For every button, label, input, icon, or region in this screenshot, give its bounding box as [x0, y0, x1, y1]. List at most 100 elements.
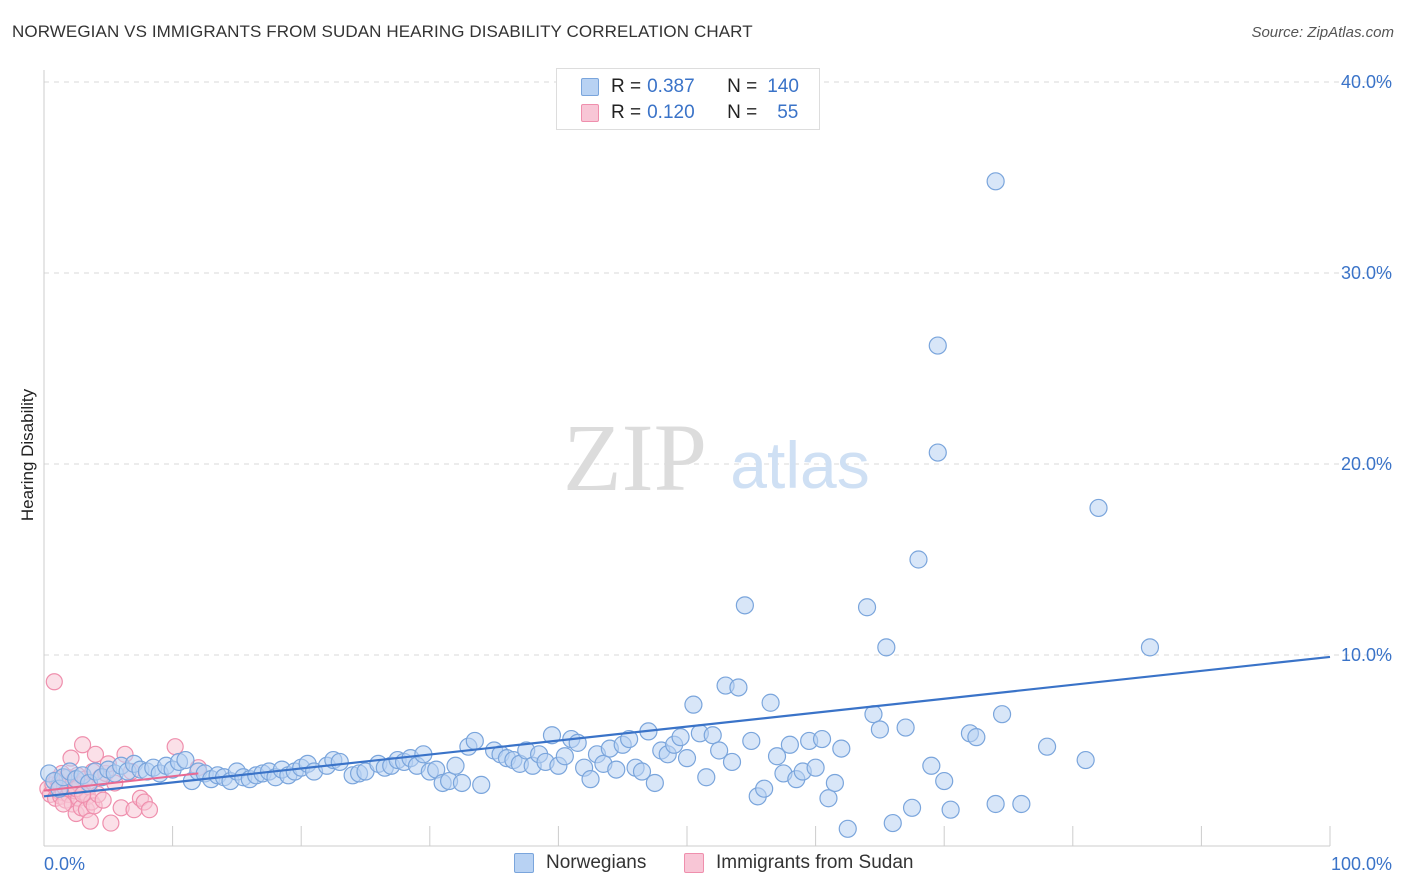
legend-swatch-pink	[581, 104, 599, 122]
point-sudan	[140, 801, 159, 819]
point-norwegian	[581, 770, 600, 789]
point-norwegian	[870, 720, 890, 739]
legend-swatch-blue	[581, 78, 599, 96]
point-norwegian	[710, 741, 729, 760]
x-tick-label: 0.0%	[44, 854, 85, 874]
series-legend: Norwegians Immigrants from Sudan	[0, 850, 1406, 878]
point-norwegian	[902, 798, 922, 817]
point-norwegian	[941, 800, 960, 819]
point-norwegian	[697, 768, 716, 787]
point-norwegian	[645, 773, 664, 793]
trend-lines	[43, 655, 1331, 798]
legend-r-label: R =	[611, 102, 642, 123]
point-sudan	[81, 812, 99, 830]
trend-line-norwegians	[43, 655, 1331, 798]
point-norwegian	[1089, 498, 1108, 518]
point-norwegian	[857, 598, 877, 617]
point-norwegian	[755, 779, 774, 798]
y-tick-label: 40.0%	[1341, 72, 1392, 92]
point-sudan	[102, 814, 120, 832]
legend-n-label: N =	[727, 102, 758, 123]
point-norwegian	[330, 752, 349, 772]
point-norwegian	[819, 789, 838, 808]
y-axis-label: Hearing Disability	[18, 388, 37, 521]
point-norwegian	[825, 773, 844, 793]
point-norwegian	[909, 550, 928, 569]
point-norwegian	[735, 596, 754, 615]
point-norwegian	[780, 735, 799, 754]
legend-n-value: 55	[777, 102, 799, 123]
point-norwegian	[703, 726, 722, 745]
point-norwegian	[176, 750, 195, 770]
point-norwegian	[928, 336, 947, 355]
legend-n-value: 140	[767, 76, 799, 97]
point-norwegian	[767, 747, 787, 766]
chart-title: NORWEGIAN VS IMMIGRANTS FROM SUDAN HEARI…	[12, 22, 753, 41]
legend-swatch-norwegians	[514, 853, 534, 873]
point-norwegian	[864, 705, 883, 724]
correlation-legend: R = 0.387 N = 140 R = 0.120 N = 55	[556, 68, 820, 130]
legend-r-value: 0.120	[647, 102, 695, 123]
point-sudan	[86, 745, 105, 763]
point-norwegian	[742, 731, 761, 751]
point-norwegian	[812, 729, 832, 749]
point-norwegian	[877, 638, 896, 657]
point-norwegian	[729, 678, 748, 697]
tick-labels: 10.0% 20.0% 30.0% 40.0% 0.0% 100.0%	[44, 72, 1392, 874]
point-norwegian	[806, 758, 825, 777]
point-norwegian	[1140, 638, 1160, 657]
point-norwegian	[620, 729, 639, 749]
point-sudan	[45, 673, 63, 691]
point-norwegian	[465, 731, 484, 751]
point-norwegian	[922, 756, 941, 775]
trend-line-sudan	[43, 772, 199, 792]
point-norwegian	[838, 819, 857, 838]
point-norwegian	[928, 443, 947, 462]
point-norwegian	[986, 794, 1005, 814]
point-norwegian	[542, 726, 562, 745]
legend-label-norwegians: Norwegians	[546, 852, 647, 873]
y-tick-label: 10.0%	[1341, 645, 1392, 665]
legend-r-value: 0.387	[647, 76, 695, 97]
legend-r-label: R =	[611, 76, 642, 97]
legend-n-label: N =	[727, 76, 758, 97]
point-norwegian	[883, 813, 902, 833]
legend-label-sudan: Immigrants from Sudan	[716, 852, 914, 873]
source-label: Source: ZipAtlas.com	[1251, 24, 1394, 41]
point-norwegian	[722, 752, 742, 772]
point-norwegian	[472, 775, 491, 794]
point-norwegian	[1076, 750, 1095, 770]
legend-row-norwegians: R = 0.387 N = 140	[581, 74, 799, 100]
point-norwegian	[935, 771, 954, 791]
y-tick-label: 20.0%	[1341, 454, 1392, 474]
point-norwegian	[992, 705, 1012, 724]
point-norwegian	[684, 695, 703, 714]
point-norwegian	[632, 762, 652, 781]
point-norwegian	[1012, 794, 1031, 814]
watermark-atlas: atlas	[730, 428, 869, 502]
watermark-zip: ZIP	[563, 404, 707, 511]
point-norwegian	[761, 693, 780, 712]
legend-swatch-sudan	[684, 853, 704, 873]
legend-row-sudan: R = 0.120 N = 55	[581, 100, 798, 126]
point-norwegian	[607, 760, 626, 779]
point-norwegian	[896, 718, 915, 737]
point-norwegian	[452, 773, 472, 793]
point-norwegian	[1037, 737, 1057, 756]
axes-layer	[43, 70, 1331, 847]
grid-layer	[44, 81, 1392, 656]
point-norwegian	[832, 739, 851, 758]
point-norwegian	[967, 728, 986, 747]
series-norwegians	[40, 172, 1160, 838]
point-norwegian	[671, 728, 690, 747]
legend-item-norwegians[interactable]: Norwegians	[514, 852, 646, 874]
point-sudan	[54, 795, 72, 813]
watermark: ZIP atlas	[563, 404, 870, 511]
x-tick-label: 100.0%	[1331, 854, 1392, 874]
point-norwegian	[986, 172, 1005, 191]
point-norwegian	[677, 749, 697, 768]
y-tick-label: 30.0%	[1341, 263, 1392, 283]
legend-item-immigrants-from-sudan[interactable]: Immigrants from Sudan	[684, 852, 913, 874]
point-sudan	[94, 791, 112, 809]
